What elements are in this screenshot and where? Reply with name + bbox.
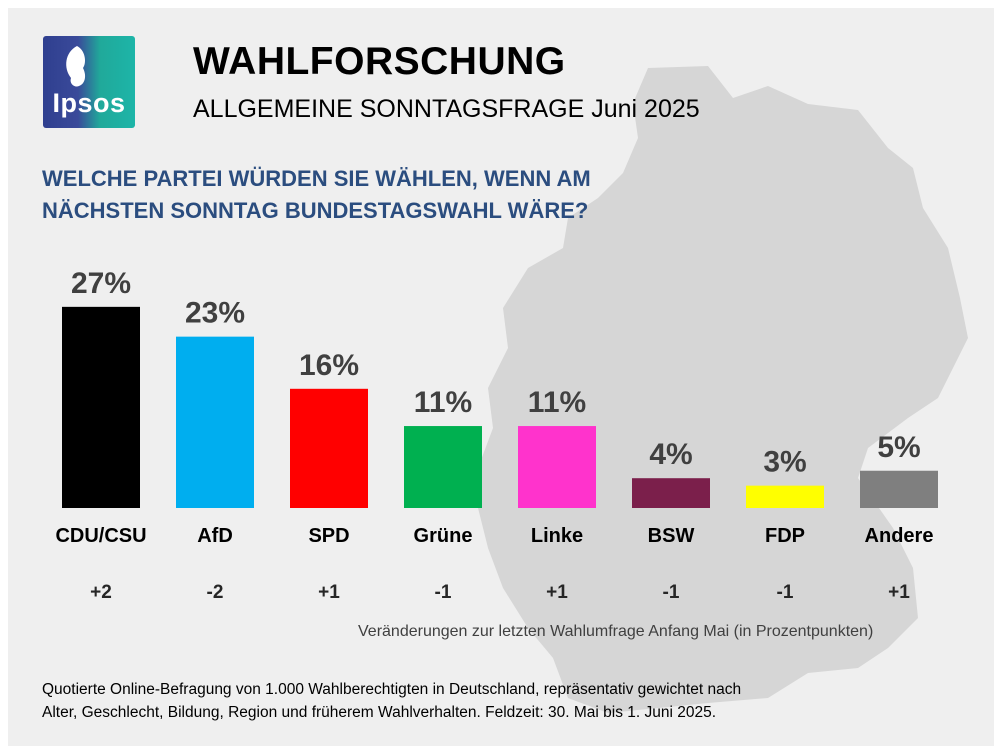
change-label-linke: +1 [546, 582, 568, 603]
logo-head-icon [66, 46, 86, 87]
logo-text: Ipsos [52, 88, 126, 118]
ipsos-logo: Ipsos [43, 36, 135, 128]
page-subtitle: ALLGEMEINE SONNTAGSFRAGE Juni 2025 [193, 95, 700, 123]
bar-value-gr-ne: 11% [414, 386, 472, 419]
bar-chart: 27% CDU/CSU +2 23% AfD -2 16% SPD +1 11% Grüne -1 11… [55, 267, 938, 603]
category-label-bsw: BSW [648, 525, 695, 547]
change-label-afd: -2 [207, 582, 224, 603]
change-note: Veränderungen zur letzten Wahlumfrage An… [358, 623, 874, 640]
bar-andere [860, 470, 938, 508]
bar-value-bsw: 4% [649, 438, 692, 471]
change-label-andere: +1 [888, 582, 910, 603]
survey-question: WELCHE PARTEI WÜRDEN SIE WÄHLEN, WENN AM… [42, 166, 591, 223]
bar-value-fdp: 3% [763, 446, 806, 479]
bar-value-spd: 16% [299, 349, 359, 382]
change-label-spd: +1 [318, 582, 340, 603]
footnote-line-2: Alter, Geschlecht, Bildung, Region und f… [42, 704, 717, 721]
category-label-gr-ne: Grüne [414, 525, 473, 547]
bar-fdp [746, 485, 824, 508]
bar-bsw [632, 478, 710, 508]
category-label-fdp: FDP [765, 525, 805, 547]
change-label-gr-ne: -1 [435, 582, 452, 603]
bar-value-afd: 23% [185, 297, 245, 330]
page-title: WAHLFORSCHUNG [193, 40, 566, 83]
bar-afd [176, 336, 254, 508]
footnote: Quotierte Online-Befragung von 1.000 Wah… [42, 678, 842, 724]
category-label-cdu-csu: CDU/CSU [55, 525, 146, 547]
change-label-fdp: -1 [777, 582, 794, 603]
bar-gr-ne [404, 426, 482, 508]
category-label-afd: AfD [197, 525, 233, 547]
footnote-line-1: Quotierte Online-Befragung von 1.000 Wah… [42, 681, 742, 698]
change-label-bsw: -1 [663, 582, 680, 603]
bar-value-linke: 11% [528, 386, 586, 419]
bar-linke [518, 426, 596, 508]
germany-map-silhouette [478, 66, 968, 713]
change-label-cdu-csu: +2 [90, 582, 112, 603]
bar-spd [290, 388, 368, 508]
slide: Ipsos WAHLFORSCHUNG ALLGEMEINE SONNTAGSF… [8, 8, 994, 746]
category-label-andere: Andere [865, 525, 934, 547]
bar-value-andere: 5% [877, 431, 920, 464]
bar-cdu-csu [62, 306, 140, 508]
category-label-linke: Linke [531, 525, 583, 547]
bar-value-cdu-csu: 27% [71, 267, 131, 300]
category-label-spd: SPD [308, 525, 349, 547]
